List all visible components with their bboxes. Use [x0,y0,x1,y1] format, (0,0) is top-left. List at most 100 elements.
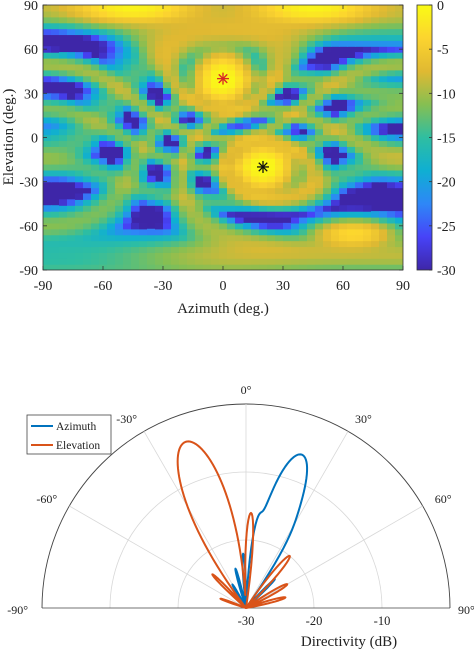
heatmap-cell [371,264,380,270]
heatmap-cell [251,58,260,65]
heatmap-cell [363,10,372,18]
heatmap-cell [51,5,60,12]
heatmap-cell [67,111,76,118]
heatmap-cell [75,93,84,100]
heatmap-cell [75,28,84,36]
heatmap-cell [131,34,140,41]
heatmap-cell [259,122,268,130]
heatmap-cell [331,116,340,124]
heatmap-cell [323,228,332,236]
heatmap-cell [115,40,124,47]
heatmap-cell [267,140,276,147]
heatmap-cell [291,111,300,118]
heatmap-cell [251,28,260,36]
heatmap-cell [155,40,164,47]
heatmap-cell [155,111,164,118]
heatmap-cell [347,75,356,83]
heatmap-cell [331,122,340,130]
heatmap-cell [155,69,164,77]
heatmap-cell [107,28,116,36]
heatmap-cell [291,128,300,136]
heatmap-cell [363,111,372,118]
heatmap-cell [299,22,308,30]
heatmap-cell [395,228,403,236]
heatmap-cell [371,69,380,77]
heatmap-cell [163,205,172,212]
heatmap-cell [339,169,348,177]
heatmap-cell [99,164,108,171]
heatmap-cell [339,140,348,147]
heatmap-cell [211,134,220,142]
heatmap-cell [91,105,100,112]
heatmap-cell [147,5,156,12]
heatmap-cell [251,105,260,112]
heatmap-cell [203,258,212,265]
heatmap-cell [139,111,148,118]
heatmap-cell [323,193,332,200]
heatmap-cell [171,69,180,77]
heatmap-cell [75,199,84,206]
heatmap-cell [379,152,388,159]
heatmap-cell [171,152,180,159]
heatmap-cell [355,22,364,30]
heatmap-cell [315,264,324,270]
heatmap-cell [355,222,364,230]
heatmap-cell [299,164,308,171]
heatmap-cell [115,181,124,189]
heatmap-cell [235,34,244,41]
heatmap-cell [291,63,300,71]
heatmap-cell [331,22,340,30]
heatmap-cell [43,169,52,177]
heatmap-cell [323,199,332,206]
heatmap-cell [347,222,356,230]
heatmap-cell [299,193,308,200]
heatmap-cell [235,75,244,83]
heatmap-cell [299,205,308,212]
heatmap-cell [155,75,164,83]
heatmap-cell [123,222,132,230]
heatmap-cell [339,187,348,195]
heatmap-cell [51,146,60,153]
heatmap-cell [75,52,84,59]
heatmap-cell [291,146,300,153]
heatmap-cell [307,122,316,130]
heatmap-cell [299,152,308,159]
heatmap-cell [43,205,52,212]
heatmap-cell [83,99,92,106]
heatmap-cell [147,234,156,242]
heatmap-cell [179,22,188,30]
heatmap-cell [371,58,380,65]
heatmap-cell [123,87,132,94]
heatmap-cell [219,52,228,59]
heatmap-cell [139,187,148,195]
heatmap-cell [347,69,356,77]
heatmap-cell [395,240,403,248]
heatmap-cell [211,158,220,165]
heatmap-cell [339,240,348,248]
heatmap-cell [379,34,388,41]
heatmap-cell [387,87,396,94]
heatmap-cell [251,205,260,212]
heatmap-cell [123,128,132,136]
heatmap-cell [75,264,84,270]
heatmap-cell [283,158,292,165]
heatmap-cell [155,46,164,53]
heatmap-cell [291,252,300,259]
heatmap-cell [347,111,356,118]
heatmap-cell [179,75,188,83]
heatmap-cell [235,10,244,18]
heatmap-cell [299,146,308,153]
heatmap-cell [235,264,244,270]
heatmap-cell [315,175,324,183]
heatmap-cell [363,217,372,224]
heatmap-cell [355,52,364,59]
heatmap-cell [115,99,124,106]
heatmap-cell [171,58,180,65]
heatmap-cell [51,246,60,253]
heatmap-cell [355,28,364,36]
heatmap-cell [267,93,276,100]
heatmap-cell [219,111,228,118]
heatmap-cell [195,246,204,253]
heatmap-cell [91,63,100,71]
heatmap-cell [379,81,388,89]
